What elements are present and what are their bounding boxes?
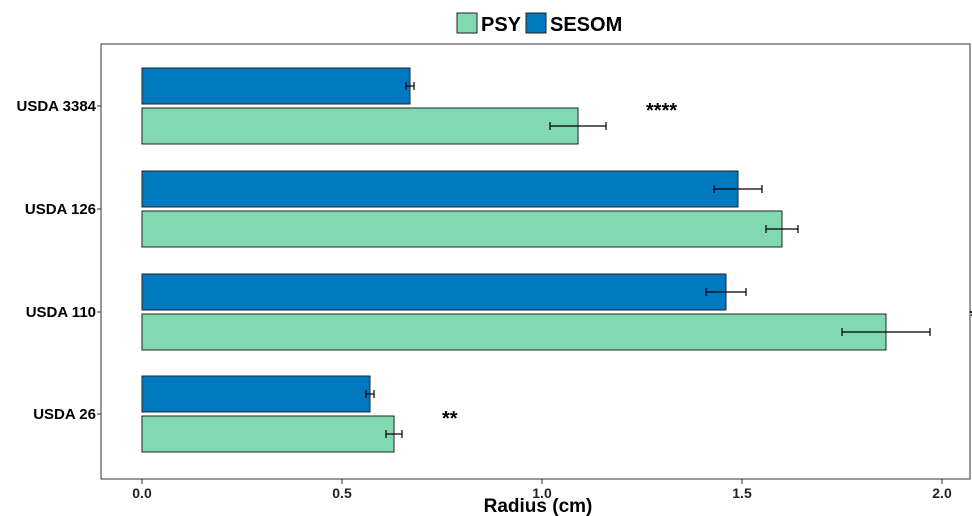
legend: PSY SESOM <box>456 12 622 36</box>
legend-label: PSY <box>481 14 522 36</box>
x-tick-label: 0.5 <box>332 485 352 501</box>
bar-sesom <box>141 375 371 413</box>
bar-sesom <box>141 170 739 208</box>
error-bar <box>713 185 763 193</box>
error-bar <box>765 225 799 233</box>
value-axis: 0.0 0.5 1.0 1.5 2.0 <box>132 479 952 501</box>
legend-swatch <box>525 12 547 34</box>
significance-marker: ** <box>442 408 458 430</box>
category-label: USDA 3384 <box>17 98 97 115</box>
legend-label: SESOM <box>550 14 622 36</box>
bar-sesom <box>141 273 727 311</box>
category-axis: USDA 26 USDA 110 USDA 126 USDA 3384 <box>17 98 101 423</box>
error-bar <box>705 288 747 296</box>
category-label: USDA 26 <box>33 406 96 423</box>
x-axis-title: Radius (cm) <box>484 496 593 516</box>
x-tick-label: 0.0 <box>132 485 152 501</box>
error-bars-layer <box>365 82 931 438</box>
legend-item-psy: PSY <box>456 12 522 36</box>
bar-psy <box>141 415 395 453</box>
error-bar <box>365 390 375 398</box>
error-bar <box>405 82 415 90</box>
category-label: USDA 126 <box>25 201 96 218</box>
significance-marker: **** <box>970 306 972 328</box>
x-tick-label: 1.0 <box>532 485 552 501</box>
bar-psy <box>141 107 579 145</box>
error-bar <box>385 430 403 438</box>
error-bar <box>549 122 607 130</box>
significance-layer: ********** <box>442 100 972 430</box>
x-tick-label: 1.5 <box>732 485 752 501</box>
plot-frame <box>100 43 971 480</box>
bar-sesom <box>141 67 411 105</box>
legend-swatch <box>456 12 478 34</box>
bars-layer <box>141 67 887 453</box>
bar-psy <box>141 313 887 351</box>
error-bar <box>841 328 931 336</box>
significance-marker: **** <box>646 100 677 122</box>
category-label: USDA 110 <box>26 304 96 321</box>
x-tick-label: 2.0 <box>932 485 952 501</box>
legend-item-sesom: SESOM <box>525 12 622 36</box>
bar-psy <box>141 210 783 248</box>
